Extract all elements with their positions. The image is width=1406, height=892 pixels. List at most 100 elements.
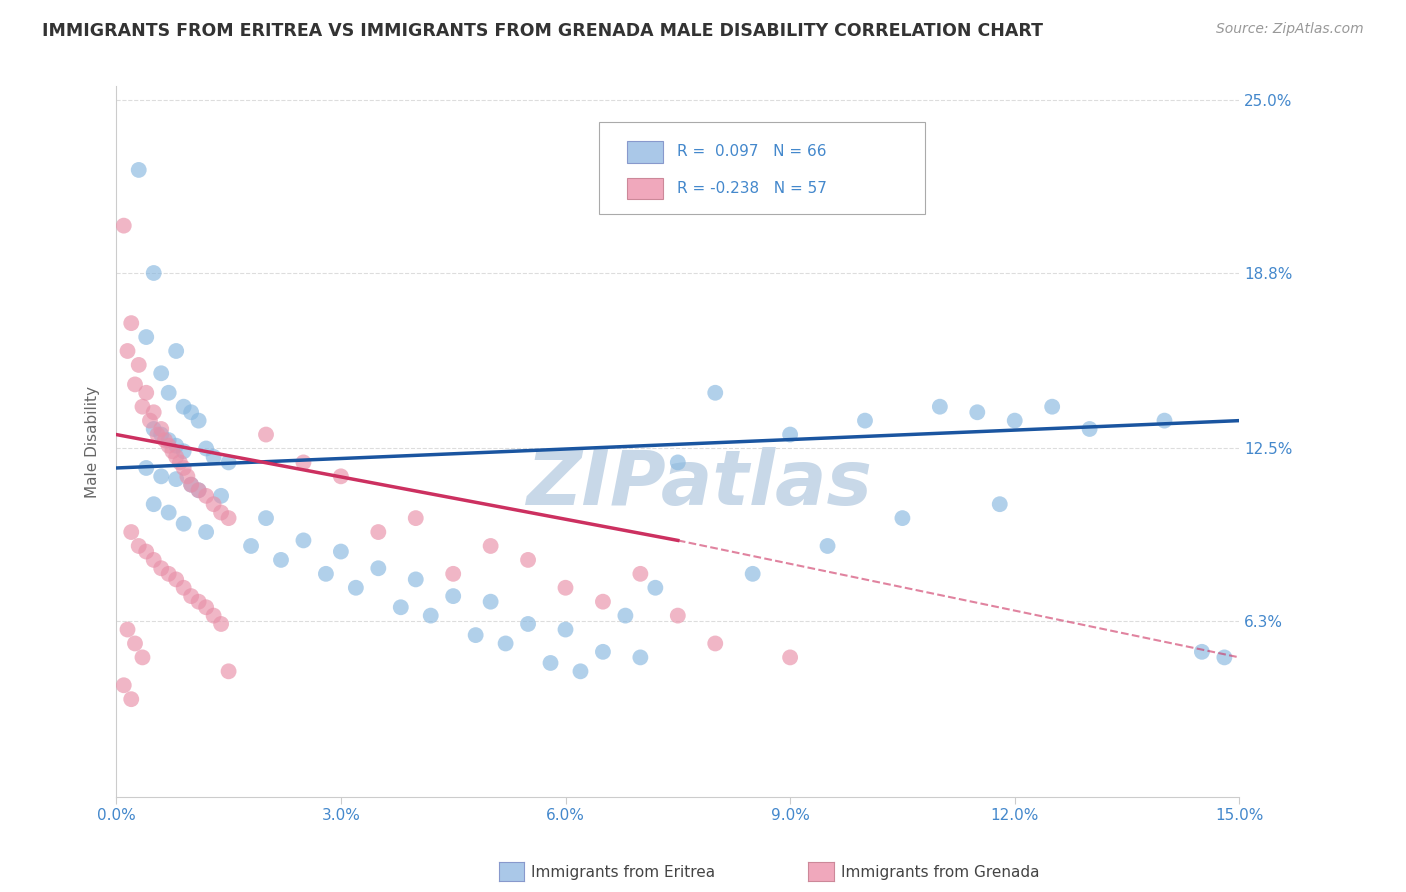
Point bbox=[131, 650, 153, 665]
Point bbox=[165, 450, 187, 464]
Point bbox=[173, 581, 195, 595]
Point bbox=[405, 511, 427, 525]
Point bbox=[614, 608, 637, 623]
Point bbox=[479, 595, 502, 609]
Point bbox=[180, 405, 202, 419]
Point bbox=[173, 516, 195, 531]
Point bbox=[344, 581, 367, 595]
Point bbox=[419, 608, 441, 623]
Point bbox=[367, 561, 389, 575]
Point bbox=[666, 455, 689, 469]
Point bbox=[704, 636, 727, 650]
Point bbox=[124, 377, 146, 392]
Point bbox=[135, 544, 157, 558]
Point bbox=[173, 461, 195, 475]
Point bbox=[1191, 645, 1213, 659]
Point bbox=[180, 477, 202, 491]
Point bbox=[128, 539, 150, 553]
Point bbox=[779, 650, 801, 665]
Point bbox=[853, 414, 876, 428]
Point bbox=[569, 665, 592, 679]
Point bbox=[441, 589, 464, 603]
Point bbox=[1078, 422, 1101, 436]
Point bbox=[124, 636, 146, 650]
Point bbox=[464, 628, 486, 642]
Point bbox=[209, 506, 232, 520]
Point bbox=[135, 330, 157, 344]
Point bbox=[988, 497, 1011, 511]
Point bbox=[187, 483, 209, 498]
Point bbox=[157, 506, 180, 520]
Point bbox=[157, 566, 180, 581]
Point bbox=[540, 656, 562, 670]
Point bbox=[592, 645, 614, 659]
Point bbox=[195, 600, 218, 615]
Point bbox=[329, 544, 352, 558]
Point bbox=[173, 444, 195, 458]
Point bbox=[195, 442, 218, 456]
Point bbox=[157, 433, 180, 447]
Point bbox=[704, 385, 727, 400]
Point bbox=[187, 414, 209, 428]
Point bbox=[254, 511, 277, 525]
Point bbox=[157, 439, 180, 453]
Point bbox=[112, 678, 135, 692]
Point bbox=[128, 358, 150, 372]
Text: Source: ZipAtlas.com: Source: ZipAtlas.com bbox=[1216, 22, 1364, 37]
Point bbox=[150, 366, 173, 380]
Point bbox=[966, 405, 988, 419]
Y-axis label: Male Disability: Male Disability bbox=[86, 385, 100, 498]
Point bbox=[150, 427, 173, 442]
Point bbox=[165, 573, 187, 587]
Point bbox=[112, 219, 135, 233]
Text: R =  0.097   N = 66: R = 0.097 N = 66 bbox=[676, 145, 827, 160]
Point bbox=[142, 266, 165, 280]
Text: IMMIGRANTS FROM ERITREA VS IMMIGRANTS FROM GRENADA MALE DISABILITY CORRELATION C: IMMIGRANTS FROM ERITREA VS IMMIGRANTS FR… bbox=[42, 22, 1043, 40]
Point bbox=[150, 422, 173, 436]
Point bbox=[218, 455, 240, 469]
Point bbox=[891, 511, 914, 525]
Point bbox=[117, 343, 139, 358]
Point bbox=[628, 650, 651, 665]
Point bbox=[479, 539, 502, 553]
Point bbox=[142, 497, 165, 511]
Point bbox=[554, 623, 576, 637]
Point bbox=[218, 511, 240, 525]
Point bbox=[517, 617, 540, 632]
Point bbox=[139, 414, 162, 428]
Point bbox=[117, 623, 139, 637]
Point bbox=[218, 665, 240, 679]
Point bbox=[405, 573, 427, 587]
Text: Immigrants from Eritrea: Immigrants from Eritrea bbox=[531, 865, 716, 880]
Point bbox=[389, 600, 412, 615]
Point bbox=[1040, 400, 1063, 414]
Point bbox=[120, 316, 142, 330]
FancyBboxPatch shape bbox=[599, 122, 925, 214]
Point bbox=[666, 608, 689, 623]
Point bbox=[202, 608, 225, 623]
Point bbox=[741, 566, 763, 581]
Point bbox=[928, 400, 950, 414]
Point bbox=[135, 385, 157, 400]
Point bbox=[202, 497, 225, 511]
Point bbox=[240, 539, 263, 553]
Point bbox=[187, 595, 209, 609]
Text: R = -0.238   N = 57: R = -0.238 N = 57 bbox=[676, 181, 827, 196]
Point bbox=[554, 581, 576, 595]
Point bbox=[517, 553, 540, 567]
Point bbox=[120, 524, 142, 539]
Point bbox=[1004, 414, 1026, 428]
Point bbox=[153, 433, 176, 447]
Point bbox=[142, 553, 165, 567]
Point bbox=[165, 439, 187, 453]
Text: ZIPatlas: ZIPatlas bbox=[527, 447, 873, 521]
Point bbox=[315, 566, 337, 581]
Point bbox=[165, 343, 187, 358]
Point bbox=[592, 595, 614, 609]
Bar bbox=[627, 178, 664, 199]
Point bbox=[292, 533, 315, 548]
Point bbox=[292, 455, 315, 469]
Point bbox=[173, 400, 195, 414]
Point bbox=[1213, 650, 1236, 665]
Point bbox=[187, 483, 209, 498]
